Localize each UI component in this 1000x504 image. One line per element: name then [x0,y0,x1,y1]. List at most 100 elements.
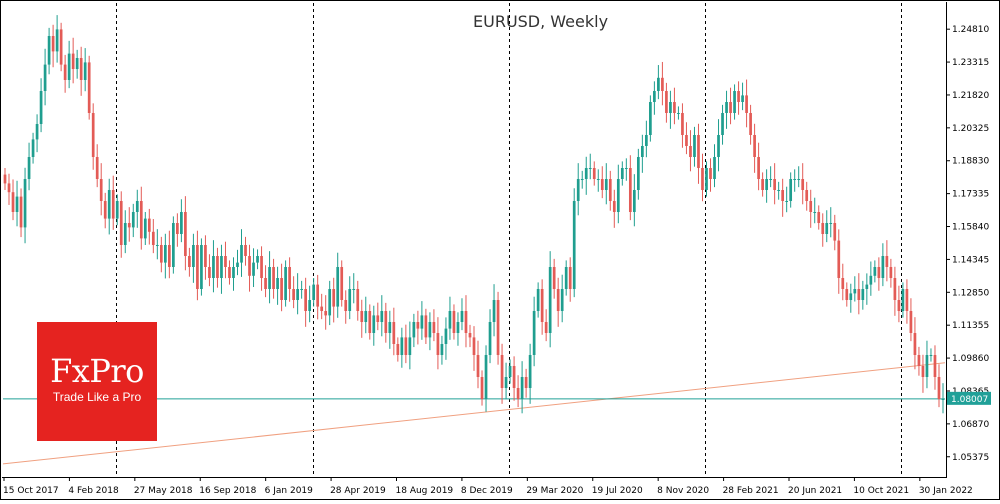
candle-body [260,256,263,278]
candle-body [624,168,628,169]
candle-body [649,102,652,135]
candle-body [51,36,55,52]
candle-body [464,311,468,333]
candle-body [568,267,572,289]
candle-body [520,377,524,399]
candle-body [817,212,821,223]
candle-body [71,53,75,69]
candle-body [99,179,103,201]
candle-body [937,377,941,399]
candle-body [23,179,27,228]
candle-body [512,366,516,388]
candle-body [264,278,267,289]
candle-body [408,337,412,355]
candle-body [677,113,680,114]
candle-body [488,322,492,355]
price-tick-label: 1.21820 [952,91,989,101]
price-tick-label: 1.17335 [952,190,989,200]
candle-body [356,289,360,311]
price-tick-label: 1.23315 [952,58,989,68]
candle-body [733,91,736,113]
candle-body [837,240,841,278]
candle-body [228,267,231,278]
candle-body [833,223,837,241]
candle-body [384,311,388,333]
candle-body [352,289,356,290]
candle-body [673,102,676,113]
candle-body [665,91,668,113]
candle-body [608,179,612,201]
candle-body [825,223,829,234]
candle-body [151,231,155,245]
candle-body [632,190,636,212]
time-tick-label: 20 Jun 2021 [788,486,842,496]
candle-body [91,113,95,157]
candle-body [572,201,576,289]
current-price-text: 1.08007 [951,395,988,405]
candle-body [348,289,352,311]
candle-body [59,29,63,65]
candle-body [143,218,147,239]
candle-body [131,212,135,228]
candle-body [913,333,917,355]
candle-body [324,311,328,316]
candle-body [877,267,881,278]
candle-body [212,256,215,278]
candle-body [216,256,219,278]
candle-body [404,337,408,355]
candle-body [444,328,448,344]
candle-body [332,289,336,307]
candle-body [432,322,436,333]
candle-body [641,146,644,157]
candle-body [43,64,47,91]
candle-body [496,300,500,355]
candle-body [320,306,324,311]
candle-body [805,190,809,201]
candle-body [188,256,191,267]
candle-body [749,113,752,135]
candle-body [757,157,760,179]
candle-body [67,53,71,80]
candle-body [15,196,19,212]
candle-body [657,77,660,91]
candle-body [580,179,584,180]
candle-body [276,278,279,289]
candle-body [516,388,520,399]
price-tick-label: 1.20325 [952,124,989,134]
time-tick-label: 18 Aug 2019 [396,486,454,496]
candle-body [725,102,728,113]
candle-body [47,36,51,65]
candle-body [933,355,937,377]
candle-body [693,135,696,157]
candle-body [524,377,528,388]
candle-body [392,322,396,344]
candle-body [705,168,708,190]
trendline [2,362,946,465]
candle-body [420,315,424,329]
candle-body [155,245,159,246]
candle-body [360,311,364,322]
candle-body [296,289,299,300]
candle-body [364,311,368,322]
candle-body [697,135,700,168]
candle-body [424,315,428,338]
candle-body [400,337,404,355]
current-price-badge [947,391,991,405]
candle-body [256,256,259,263]
time-tick-label: 27 May 2018 [134,486,193,496]
candle-body [701,168,704,190]
candle-body [135,201,139,212]
candle-body [897,300,901,311]
price-tick-label: 1.15840 [952,223,989,233]
candle-body [661,77,664,91]
candle-body [773,179,776,190]
candle-body [115,201,119,219]
time-tick-label: 16 Sep 2018 [199,486,256,496]
candle-body [592,168,596,179]
price-tick-label: 1.12850 [952,288,989,298]
candle-body [147,218,151,232]
candle-body [292,289,295,300]
candle-body [252,262,255,276]
candle-body [220,256,223,278]
candle-body [376,315,380,322]
